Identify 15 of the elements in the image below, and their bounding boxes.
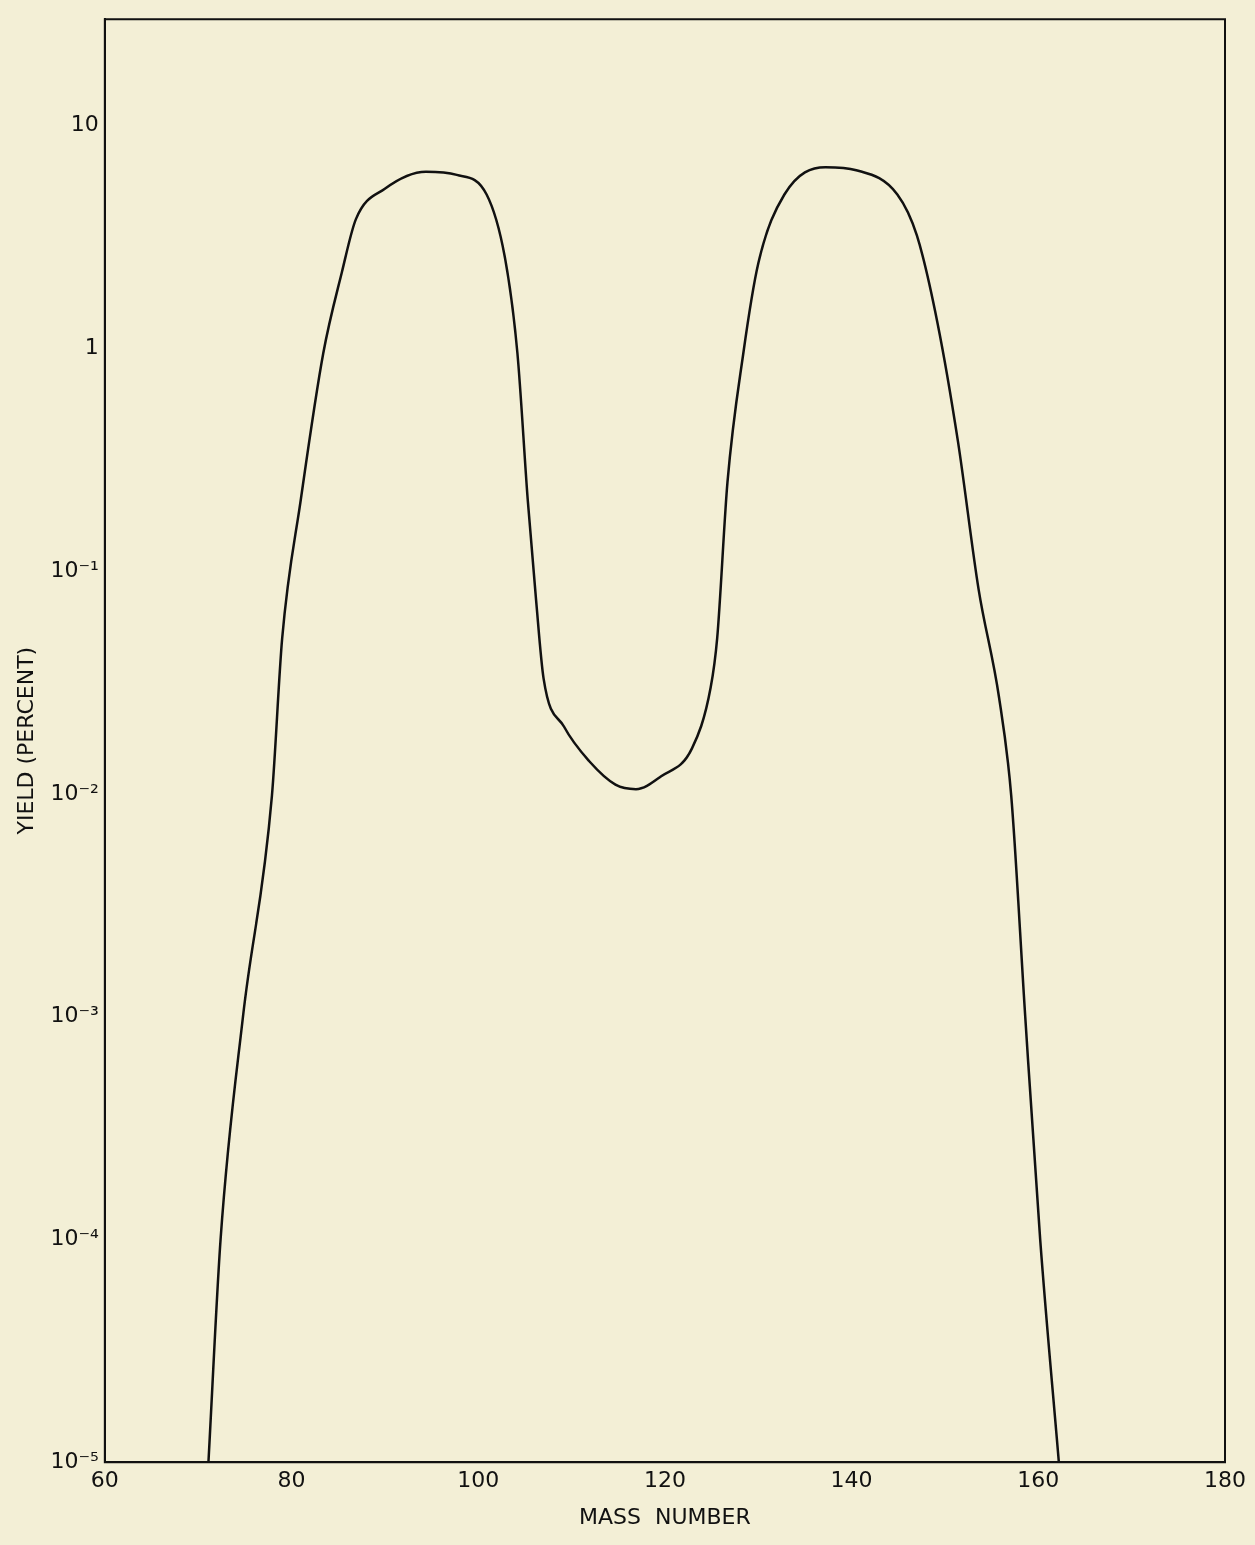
y-tick-label: 10⁻¹ [50, 556, 99, 582]
y-tick-label: 10⁻² [50, 779, 99, 805]
y-tick-label: 10⁻³ [50, 1002, 99, 1028]
y-tick-label: 10 [70, 111, 99, 137]
y-axis-title: YIELD (PERCENT) [12, 646, 38, 836]
x-tick-label: 140 [830, 1467, 873, 1493]
x-tick-label: 80 [277, 1467, 306, 1493]
x-tick-label: 180 [1204, 1467, 1246, 1493]
x-tick-label: 100 [457, 1467, 500, 1493]
x-tick-label: 120 [643, 1467, 686, 1493]
x-tick-label: 160 [1017, 1467, 1060, 1493]
x-axis-title: MASS NUMBER [579, 1503, 751, 1529]
y-tick-label: 1 [84, 334, 99, 359]
y-tick-label: 10⁻⁴ [50, 1225, 99, 1251]
x-tick-label: 60 [90, 1467, 119, 1493]
